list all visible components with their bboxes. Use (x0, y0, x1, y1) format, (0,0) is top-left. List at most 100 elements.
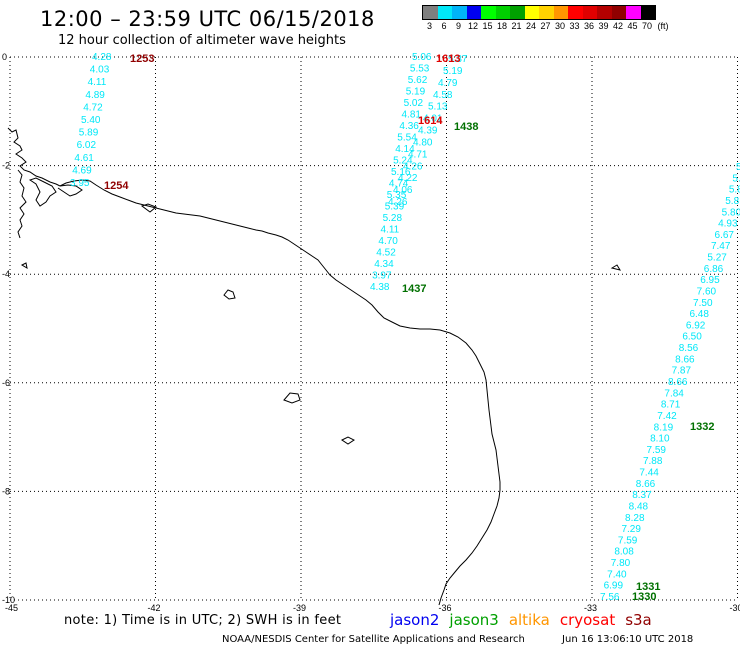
scale-tick-label: 33 (569, 21, 580, 31)
wave-height-value: 7.29 (621, 524, 641, 535)
wave-height-value: 5.37 (448, 54, 468, 65)
altimeter-tracks: 4.284.034.114.894.725.405.896.024.614.69… (70, 52, 740, 603)
pass-time-label: 1613 (436, 53, 460, 65)
wave-height-value: 5.53 (410, 64, 430, 75)
wave-height-value: 4.38 (370, 282, 390, 293)
wave-height-value: 8.71 (661, 400, 681, 411)
wave-height-value: 6.67 (715, 230, 735, 241)
wave-height-value: 4.11 (88, 77, 107, 88)
wave-height-value: 4.74 (389, 179, 409, 190)
coastline (59, 179, 501, 606)
scale-tick-label: 18 (496, 21, 507, 31)
scale-swatch (626, 6, 641, 19)
longitude-label: -39 (293, 603, 306, 613)
scale-swatch (611, 6, 626, 19)
wave-height-value: 7.40 (607, 569, 627, 580)
pass-time-label: 1332 (690, 421, 714, 433)
pass-time-label: 1253 (130, 53, 154, 65)
wave-height-value: 4.11 (381, 225, 400, 236)
wave-height-value: 6.48 (689, 309, 709, 320)
wave-height-value: 4.36 (399, 121, 419, 132)
scale-swatch (640, 6, 655, 19)
color-scale-labels: 3 6 9 12 15 18 21 24 27 30 33 36 39 42 45 70 (ft) (422, 21, 740, 33)
wave-height-value: 4.22 (398, 173, 418, 184)
wave-height-value: 4.58 (433, 90, 453, 101)
latitude-label: -2 (2, 161, 10, 171)
pass-time-label: 1614 (418, 115, 443, 127)
wave-height-value: 4.03 (90, 65, 110, 76)
scale-tick-label: 39 (598, 21, 609, 31)
island (223, 289, 236, 300)
scale-tick-label: 6 (441, 21, 447, 31)
wave-height-value: 5.28 (383, 213, 403, 224)
wave-height-value: 5.06 (412, 52, 432, 63)
scale-swatch (597, 6, 612, 19)
wave-height-value: 4.14 (395, 144, 415, 155)
scale-tick-label: 15 (482, 21, 493, 31)
wave-height-color-scale (422, 5, 656, 20)
wave-height-value: 7.50 (693, 298, 713, 309)
longitude-label: -36 (439, 603, 452, 613)
wave-height-value: 4.26 (403, 161, 423, 172)
wave-height-value: 4.72 (83, 102, 103, 113)
credit-line: NOAA/NESDIS Center for Satellite Applica… (222, 634, 693, 645)
pass-time-label: 1254 (104, 180, 129, 192)
wave-height-value: 5. (732, 173, 740, 184)
legend-item-jason3: jason3 (449, 611, 499, 629)
wave-height-value: 6.95 (700, 275, 720, 286)
wave-height-value: 7.84 (664, 388, 684, 399)
wave-height-value: 4.69 (72, 165, 92, 176)
scale-tick-label: 21 (511, 21, 522, 31)
wave-height-value: 8.19 (654, 422, 674, 433)
scale-swatch (510, 6, 525, 19)
island (283, 392, 301, 404)
pass-time-label: 1437 (402, 283, 426, 295)
latitude-label: -4 (2, 269, 10, 279)
scale-tick-label: 30 (554, 21, 565, 31)
wave-height-value: 7.60 (697, 286, 717, 297)
wave-height-value: 5.8 (725, 196, 739, 207)
legend-item-s3a: s3a (625, 611, 652, 629)
scale-tick-label: 45 (627, 21, 638, 31)
wave-height-value: 4.06 (393, 185, 413, 196)
generation-timestamp: Jun 16 13:06:10 UTC 2018 (562, 634, 694, 645)
wave-height-value: 4.70 (378, 236, 398, 247)
page-subtitle: 12 hour collection of altimeter wave hei… (58, 33, 346, 48)
scale-tick-label: 27 (540, 21, 551, 31)
legend-item-cryosat: cryosat (559, 611, 616, 629)
scale-tick-label: 24 (525, 21, 536, 31)
wave-height-value: 4.93 (718, 219, 738, 230)
wave-height-value: 7.42 (657, 411, 677, 422)
wave-height-value: 3.97 (372, 271, 392, 282)
wave-height-value: 5.19 (406, 87, 426, 98)
pass-time-label: 1331 (636, 581, 660, 593)
wave-height-value: 5.27 (707, 253, 727, 264)
wave-height-value: 8.10 (650, 434, 670, 445)
wave-height-value: 4.71 (408, 149, 428, 160)
wave-height-value: 5.80 (722, 207, 740, 218)
scale-swatch (466, 6, 481, 19)
latitude-label: -6 (2, 378, 10, 388)
island (140, 203, 157, 213)
wave-height-value: 5.16 (391, 167, 411, 178)
scale-swatch (568, 6, 583, 19)
satellite-legend: jason2 jason3 altika cryosat s3a (390, 611, 662, 629)
scale-tick-label: 3 (426, 21, 432, 31)
pass-time-label: 1330 (632, 591, 656, 603)
wave-height-value: 8.37 (632, 490, 652, 501)
wave-height-value: 7.80 (611, 558, 631, 569)
wave-height-value: 7.47 (711, 241, 731, 252)
scale-unit-label: (ft) (657, 21, 669, 31)
wave-height-value: 5.19 (443, 66, 463, 77)
latitude-label: -8 (2, 486, 10, 496)
wave-height-value: 5.35 (387, 190, 407, 201)
wave-height-value: 8.48 (629, 501, 649, 512)
wave-height-value: 7.56 (600, 592, 620, 603)
wave-height-value: 8.08 (614, 547, 634, 558)
wave-height-value: 5.62 (408, 75, 428, 86)
wave-height-value: 8.56 (679, 343, 699, 354)
wave-height-value: 5.54 (397, 133, 417, 144)
scale-swatch (524, 6, 539, 19)
